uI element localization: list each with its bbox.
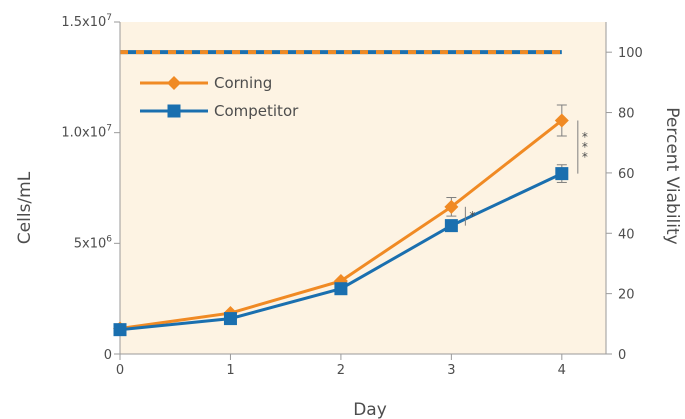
significance-brackets: **** [464, 120, 588, 226]
legend-label-corning: Corning [214, 74, 272, 92]
point-competitor [444, 219, 458, 233]
y2-tick-label: 80 [618, 107, 635, 122]
legend-marker-corning [167, 76, 181, 90]
legend-label-competitor: Competitor [214, 102, 299, 120]
y-axis-title: Cells/mL [15, 171, 35, 244]
point-corning [444, 199, 459, 214]
x-tick-label: 4 [558, 363, 566, 378]
y-tick-label: 0 [104, 348, 112, 363]
data-series [113, 104, 569, 337]
x-tick-label: 0 [116, 363, 124, 378]
y2-tick-label: 100 [618, 46, 643, 61]
y-tick-label: 1.0x107 [61, 124, 112, 141]
legend-item-corning: Corning [140, 74, 272, 92]
y2-axis-title: Percent Viability [662, 107, 682, 244]
significance-label: * [582, 150, 588, 164]
x-tick-label: 2 [337, 363, 345, 378]
y-tick-label: 5x106 [74, 234, 113, 251]
y2-tick-label: 40 [618, 227, 635, 242]
plot-background [120, 22, 606, 354]
point-competitor [555, 167, 569, 181]
legend-marker-competitor [167, 104, 181, 118]
y2-tick-label: 0 [618, 348, 626, 363]
x-tick-label: 1 [226, 363, 234, 378]
x-axis-title: Day [353, 400, 387, 419]
x-tick-label: 3 [447, 363, 455, 378]
point-competitor [223, 312, 237, 326]
significance-label: * [582, 130, 588, 144]
point-competitor [334, 282, 348, 296]
y-tick-label: 1.5x107 [61, 13, 112, 30]
point-competitor [113, 323, 127, 337]
point-corning [554, 113, 569, 128]
y2-tick-label: 60 [618, 167, 635, 182]
significance-label: * [469, 209, 475, 223]
legend-item-competitor: Competitor [140, 102, 299, 120]
y2-tick-label: 20 [618, 288, 635, 303]
legend: Corning Competitor [140, 74, 299, 120]
significance-label: * [582, 140, 588, 154]
series-competitor [113, 164, 569, 337]
